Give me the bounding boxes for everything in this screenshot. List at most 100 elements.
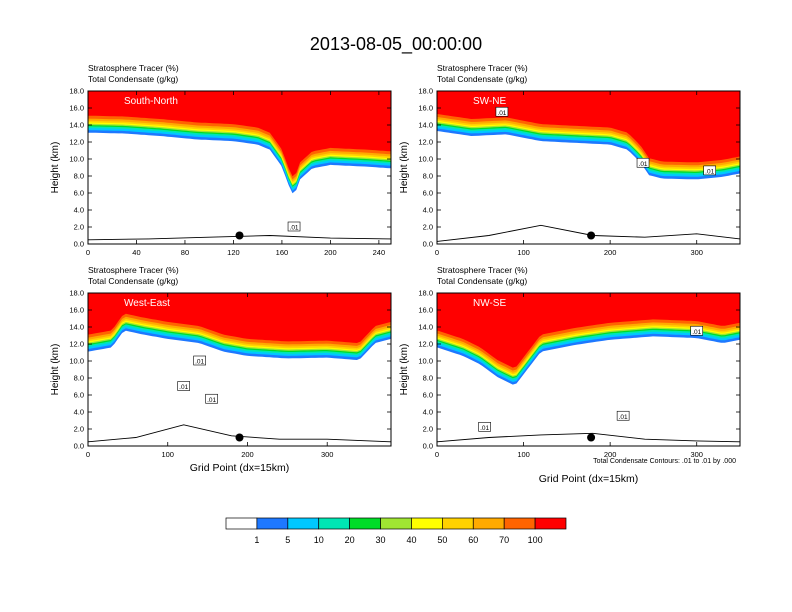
colorbar-swatch bbox=[380, 517, 412, 530]
x-tick-label: 200 bbox=[604, 450, 617, 459]
x-tick-label: 100 bbox=[161, 450, 174, 459]
plot-frame bbox=[436, 90, 741, 245]
contour-label: .01 bbox=[636, 157, 650, 168]
svg-text:.01: .01 bbox=[195, 359, 204, 366]
panel-name-label: South-North bbox=[124, 96, 178, 107]
y-tick-label: 0.0 bbox=[423, 442, 433, 451]
colorbar-label: 60 bbox=[468, 535, 478, 545]
x-tick-label: 300 bbox=[690, 248, 703, 257]
x-tick-label: 200 bbox=[324, 248, 337, 257]
contour-label: .01 bbox=[193, 355, 206, 366]
location-marker bbox=[587, 433, 596, 442]
y-tick-label: 2.0 bbox=[423, 425, 433, 434]
panel-name-label: SW-NE bbox=[473, 96, 506, 107]
x-tick-label: 0 bbox=[435, 450, 439, 459]
y-tick-label: 6.0 bbox=[74, 189, 84, 198]
y-tick-label: 2.0 bbox=[74, 223, 84, 232]
colorbar-label: 1 bbox=[254, 535, 259, 545]
panel-name-label: West-East bbox=[124, 298, 170, 309]
contour-label: .01 bbox=[478, 421, 491, 432]
y-tick-label: 12.0 bbox=[418, 340, 433, 349]
y-axis-title: Height (km) bbox=[50, 142, 61, 194]
y-tick-label: 0.0 bbox=[74, 240, 84, 249]
colorbar-swatch bbox=[411, 517, 443, 530]
tracer-fill bbox=[88, 293, 391, 360]
field-label-condensate: Total Condensate (g/kg) bbox=[88, 74, 178, 84]
colorbar-swatch bbox=[503, 517, 536, 530]
tracer-fill bbox=[88, 91, 391, 194]
y-tick-label: 2.0 bbox=[423, 223, 433, 232]
field-label-tracer: Stratosphere Tracer (%) bbox=[88, 265, 179, 275]
y-tick-label: 2.0 bbox=[74, 425, 84, 434]
y-tick-label: 4.0 bbox=[74, 206, 84, 215]
x-tick-label: 0 bbox=[86, 450, 90, 459]
y-tick-label: 6.0 bbox=[423, 391, 433, 400]
y-tick-label: 14.0 bbox=[418, 323, 433, 332]
y-tick-label: 0.0 bbox=[423, 240, 433, 249]
y-tick-label: 10.0 bbox=[69, 357, 84, 366]
contour-label: .01 bbox=[205, 393, 218, 404]
colorbar-label: 5 bbox=[285, 535, 290, 545]
x-tick-label: 300 bbox=[690, 450, 703, 459]
colorbar-label: 20 bbox=[345, 535, 355, 545]
x-tick-label: 80 bbox=[181, 248, 189, 257]
field-label-tracer: Stratosphere Tracer (%) bbox=[437, 63, 528, 73]
tracer-band-10 bbox=[88, 91, 391, 177]
colorbar-label: 30 bbox=[376, 535, 386, 545]
y-tick-label: 4.0 bbox=[74, 408, 84, 417]
y-axis-title: Height (km) bbox=[399, 344, 410, 396]
svg-text:.01: .01 bbox=[639, 161, 648, 168]
y-tick-label: 18.0 bbox=[418, 87, 433, 96]
terrain-line bbox=[88, 424, 391, 443]
colorbar-swatch bbox=[225, 517, 258, 530]
panel-sn: Stratosphere Tracer (%)Total Condensate … bbox=[50, 63, 392, 257]
y-tick-label: 16.0 bbox=[418, 306, 433, 315]
figure-title: 2013-08-05_00:00:00 bbox=[310, 34, 482, 55]
colorbar-swatch bbox=[287, 517, 320, 530]
x-tick-label: 200 bbox=[604, 248, 617, 257]
colorbar-label: 50 bbox=[437, 535, 447, 545]
contour-label: .01 bbox=[287, 221, 301, 232]
y-tick-label: 16.0 bbox=[418, 104, 433, 113]
y-tick-label: 8.0 bbox=[74, 172, 84, 181]
y-tick-label: 0.0 bbox=[74, 442, 84, 451]
contour-footnote: Total Condensate Contours: .01 to .01 by… bbox=[593, 458, 736, 465]
x-tick-label: 100 bbox=[517, 248, 530, 257]
colorbar-label: 70 bbox=[499, 535, 509, 545]
y-axis-title: Height (km) bbox=[399, 142, 410, 194]
panel-we: Stratosphere Tracer (%)Total Condensate … bbox=[50, 265, 392, 474]
y-tick-label: 8.0 bbox=[74, 374, 84, 383]
x-tick-label: 100 bbox=[517, 450, 530, 459]
y-tick-label: 8.0 bbox=[423, 374, 433, 383]
x-tick-label: 300 bbox=[321, 450, 334, 459]
y-tick-label: 4.0 bbox=[423, 206, 433, 215]
terrain-line bbox=[437, 432, 740, 443]
y-tick-label: 16.0 bbox=[69, 104, 84, 113]
plot-frame bbox=[87, 292, 392, 447]
x-tick-label: 0 bbox=[435, 248, 439, 257]
colorbar: 1 5 10 20 30 40 50 60 70 100 bbox=[225, 517, 567, 545]
y-tick-label: 18.0 bbox=[69, 289, 84, 298]
y-tick-label: 16.0 bbox=[69, 306, 84, 315]
y-tick-label: 12.0 bbox=[69, 340, 84, 349]
colorbar-swatch bbox=[534, 517, 567, 530]
location-marker bbox=[587, 231, 596, 240]
field-label-condensate: Total Condensate (g/kg) bbox=[88, 276, 178, 286]
y-tick-label: 14.0 bbox=[69, 323, 84, 332]
svg-text:.01: .01 bbox=[290, 225, 299, 232]
y-tick-label: 18.0 bbox=[69, 87, 84, 96]
y-tick-label: 10.0 bbox=[69, 155, 84, 164]
svg-text:.01: .01 bbox=[179, 384, 188, 391]
contour-label: .01 bbox=[177, 381, 190, 391]
y-tick-label: 10.0 bbox=[418, 357, 433, 366]
tracer-band-10 bbox=[437, 293, 740, 368]
colorbar-swatch bbox=[256, 517, 289, 530]
colorbar-label: 10 bbox=[314, 535, 324, 545]
x-axis-title: Grid Point (dx=15km) bbox=[190, 462, 290, 474]
contour-label: .01 bbox=[616, 410, 630, 421]
y-axis-title: Height (km) bbox=[50, 344, 61, 396]
contour-label: .01 bbox=[703, 165, 717, 175]
field-label-tracer: Stratosphere Tracer (%) bbox=[437, 265, 528, 275]
plot-frame bbox=[87, 90, 392, 245]
colorbar-swatch bbox=[472, 517, 505, 530]
